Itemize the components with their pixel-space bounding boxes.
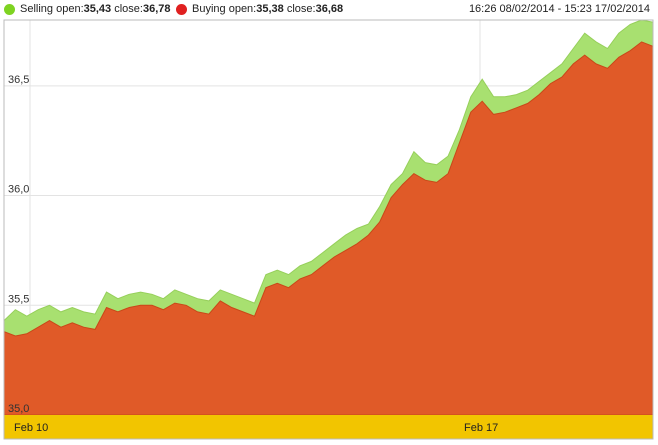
selling-close-value: 36,78 (142, 3, 171, 15)
y-axis-labels: 35,0 35,5 36,0 36,5 (8, 74, 29, 415)
x-axis-band: Feb 10 Feb 17 (4, 415, 653, 439)
legend-item-buying[interactable]: Buying open: 35,38 close: 36,68 (176, 3, 343, 15)
x-tick-label: Feb 10 (14, 422, 48, 434)
selling-open-value: 35,43 (83, 3, 112, 15)
buying-label: Buying (192, 3, 226, 15)
selling-marker-icon (4, 3, 15, 15)
date-range: 16:26 08/02/2014 - 15:23 17/02/2014 (468, 3, 650, 15)
selling-close-label: close: (114, 3, 143, 15)
legend-item-selling[interactable]: Selling open: 35,43 close: 36,78 (4, 3, 171, 15)
buying-marker-icon (176, 3, 187, 15)
selling-label: Selling (20, 3, 54, 15)
x-tick-label: Feb 17 (464, 422, 498, 434)
y-tick-label: 36,0 (8, 184, 29, 196)
y-tick-label: 35,5 (8, 293, 29, 305)
chart-border (3, 19, 654, 440)
buying-open-label: open: (228, 3, 257, 15)
y-tick-label: 36,5 (8, 74, 29, 86)
buying-close-label: close: (286, 3, 316, 15)
selling-open-label: open: (56, 3, 84, 15)
chart-areas (3, 19, 654, 416)
y-tick-label: 35,0 (8, 403, 29, 415)
buying-close-value: 36,68 (315, 3, 344, 15)
buying-area[interactable] (3, 41, 654, 416)
chart-legend: Selling open: 35,43 close: 36,78 Buying op… (0, 0, 658, 20)
x-axis-band-bg (4, 415, 653, 439)
buying-open-value: 35,38 (256, 3, 284, 15)
